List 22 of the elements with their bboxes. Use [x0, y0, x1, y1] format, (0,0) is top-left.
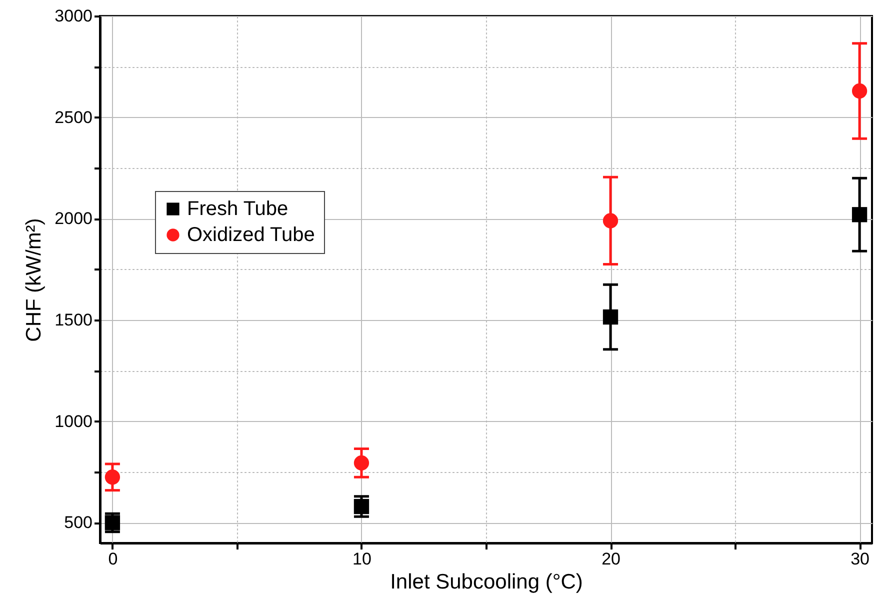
- point: [602, 213, 618, 228]
- x-tick-label: 10: [352, 550, 372, 568]
- y-tick-label: 500: [64, 513, 92, 532]
- point: [354, 455, 370, 471]
- y-tick-label: 1500: [54, 310, 92, 330]
- point: [852, 207, 868, 222]
- x-tick-label: 30: [850, 550, 870, 568]
- y-tick-label: 3000: [54, 6, 92, 26]
- x-tick-label: 0: [108, 550, 118, 568]
- point: [104, 470, 120, 485]
- legend-label: Oxidized Tube: [187, 224, 315, 246]
- point: [104, 515, 120, 530]
- point: [354, 498, 370, 514]
- y-tick-label: 1000: [54, 412, 92, 431]
- y-tick-label: 2000: [54, 209, 92, 228]
- x-axis-title: Inlet Subcooling (°C): [390, 570, 583, 594]
- legend-label: Fresh Tube: [187, 198, 288, 220]
- point: [602, 309, 618, 325]
- x-tick-label: 20: [602, 550, 620, 568]
- point: [852, 83, 868, 99]
- y-axis-title: CHF (kW/m²): [22, 218, 46, 342]
- y-tick-label: 2500: [54, 108, 92, 127]
